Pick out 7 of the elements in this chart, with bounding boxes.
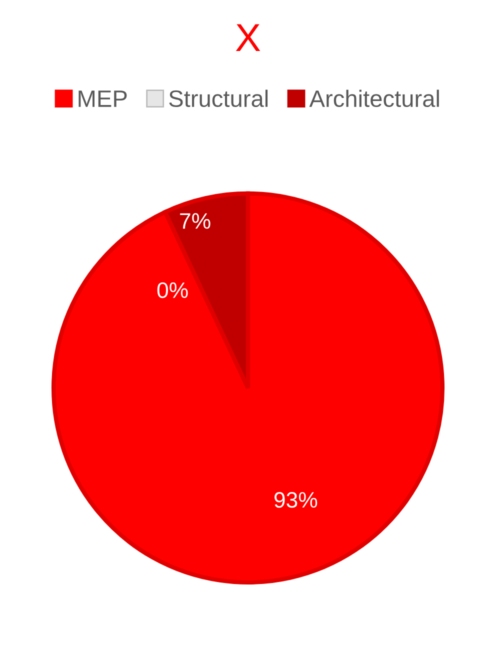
chart-title: X [236,24,260,51]
data-label: 93% [274,492,318,508]
legend-label: MEP [78,90,127,107]
text: 0% [157,282,188,298]
data-label: 7% [180,213,210,229]
legend-label: Architectural [309,90,439,108]
legend-label: Structural [169,90,268,108]
